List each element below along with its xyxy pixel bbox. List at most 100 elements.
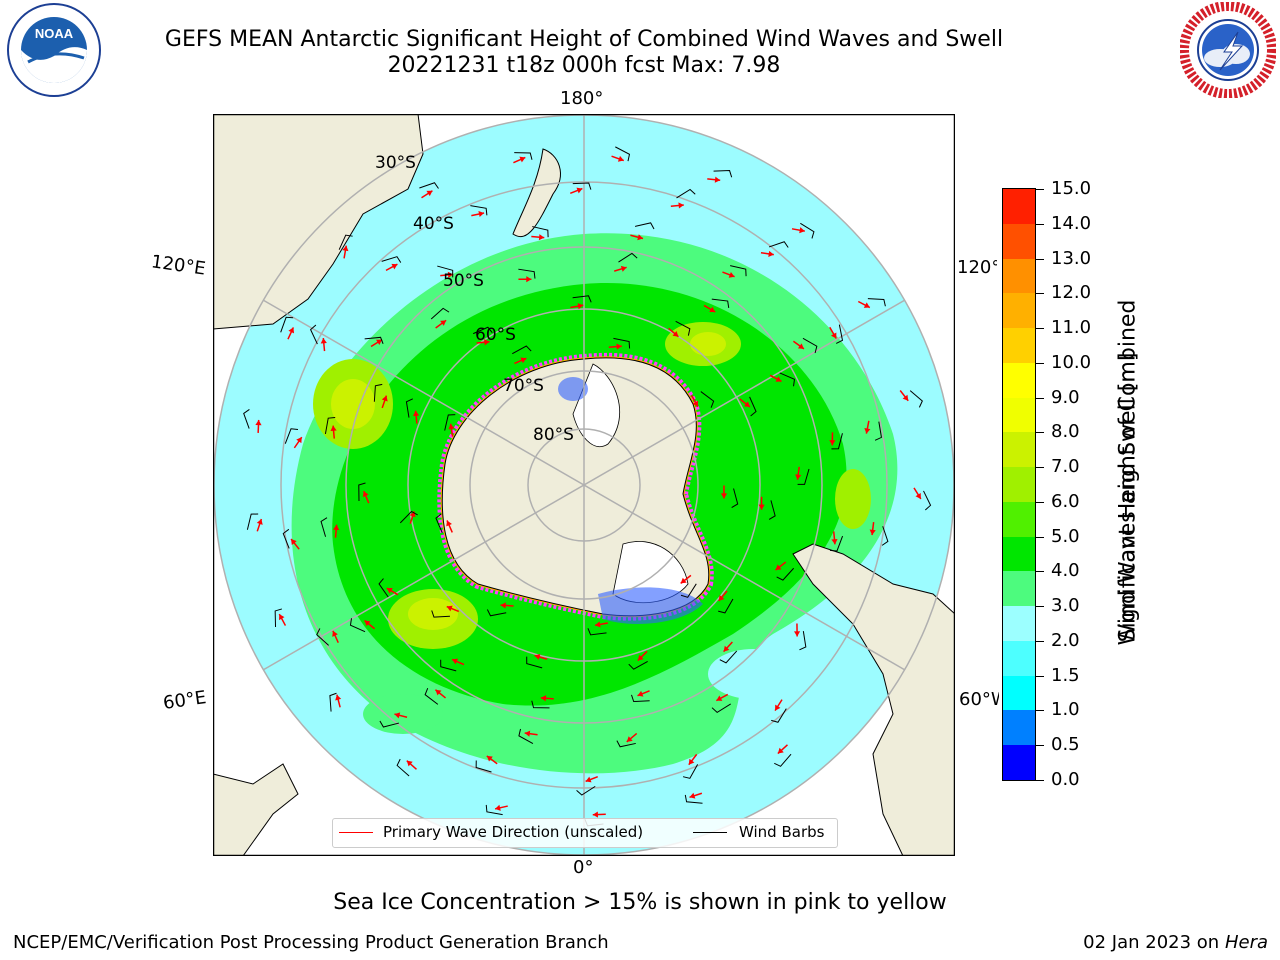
wave-arrowhead	[320, 338, 327, 344]
wind-barb	[909, 390, 923, 408]
wave-arrowhead	[440, 320, 447, 326]
wind-barb	[518, 728, 534, 745]
wind-barb	[631, 694, 650, 703]
colorbar-tick	[1036, 189, 1044, 190]
wave-direction-swatch	[339, 832, 373, 833]
wave-arrowhead	[692, 400, 699, 407]
wind-barb	[730, 265, 747, 277]
wind-barb-label: Wind Barbs	[739, 823, 825, 841]
colorbar-tick	[1036, 293, 1044, 295]
wave-arrowhead	[758, 504, 765, 510]
wave-arrowhead	[902, 394, 909, 401]
wind-barb	[779, 372, 796, 387]
wind-barb	[680, 583, 697, 598]
colorbar-tick	[1036, 675, 1044, 677]
wind-barb	[618, 252, 638, 263]
wave-arrowhead	[296, 437, 302, 444]
wave-arrowhead	[718, 595, 725, 601]
wind-barb	[713, 170, 733, 178]
wind-barb	[280, 316, 294, 333]
wave-arrowhead	[795, 474, 802, 480]
wind-barb	[675, 320, 691, 336]
wind-barb	[768, 500, 776, 520]
wind-barb	[246, 513, 259, 530]
colorbar-segment	[1003, 188, 1035, 224]
wind-barb	[676, 188, 696, 199]
wind-barb	[424, 687, 439, 705]
chart-title: GEFS MEAN Antarctic Significant Height o…	[164, 27, 1004, 52]
wind-barb	[512, 345, 532, 355]
colorbar-tick-label: 9.0	[1051, 386, 1080, 408]
wind-barb	[282, 528, 290, 549]
wind-barbs	[243, 146, 932, 827]
wave-arrowhead	[435, 689, 442, 696]
wave-arrowhead	[775, 376, 782, 382]
wave-arrowhead	[793, 631, 801, 637]
wind-barb	[373, 383, 383, 402]
wave-arrowhead	[288, 327, 295, 334]
colorbar-tick	[1036, 640, 1044, 642]
lon-label-60e: 60°E	[161, 687, 208, 714]
wave-arrowhead	[520, 357, 527, 364]
noaa-logo: NOAA	[7, 3, 101, 97]
wave-arrowhead	[775, 704, 781, 711]
colorbar-tick	[1036, 536, 1044, 538]
wind-barb	[731, 488, 739, 508]
wave-arrowhead	[595, 621, 601, 628]
colorbar-tick-label: 13.0	[1051, 247, 1092, 269]
wave-arrowhead	[716, 695, 723, 701]
wind-barb	[440, 659, 457, 672]
colorbar-tick-label: 10.0	[1051, 351, 1092, 373]
wave-arrowhead	[386, 588, 393, 594]
wind-barb	[379, 720, 400, 728]
wave-arrowhead	[617, 155, 624, 162]
colorbar-tick	[1036, 432, 1044, 434]
colorbar-tick-label: 3.0	[1051, 595, 1080, 617]
sea-ice-note: Sea Ice Concentration > 15% is shown in …	[333, 890, 947, 915]
wave-arrowhead	[637, 654, 644, 661]
colorbar-tick	[1036, 501, 1044, 503]
wave-arrowhead	[406, 760, 413, 767]
wind-barb	[768, 241, 789, 248]
lat-label-80: 80°S	[533, 425, 574, 445]
colorbar-tick	[1036, 467, 1044, 469]
nws-logo	[1180, 2, 1276, 98]
colorbar-title-line2: Wind Waves and Swell [m]	[1115, 352, 1141, 646]
lon-label-0: 0°	[573, 857, 594, 878]
lat-label-30: 30°S	[375, 153, 416, 173]
wave-arrowhead	[452, 658, 459, 665]
wave-arrowhead	[869, 529, 876, 536]
wave-direction-arrows	[255, 155, 922, 818]
wave-arrowhead	[448, 423, 455, 430]
wave-arrowhead	[688, 758, 695, 765]
colorbar-segment	[1003, 710, 1035, 746]
wind-barb	[444, 414, 456, 431]
wave-arrowhead	[255, 419, 262, 426]
polar-map: 30°S 40°S 50°S 60°S 70°S 80°S	[213, 114, 955, 856]
wind-barb	[349, 618, 366, 633]
wind-barb-swatch	[693, 832, 727, 833]
wave-arrowhead	[744, 401, 750, 407]
wave-arrowhead	[446, 605, 453, 612]
chart-subtitle: 20221231 t18z 000h fcst Max: 7.98	[387, 53, 781, 78]
wave-arrowhead	[426, 190, 433, 197]
wave-direction-label: Primary Wave Direction (unscaled)	[383, 823, 644, 841]
wind-barb	[572, 295, 592, 303]
wave-arrowhead	[519, 156, 526, 163]
colorbar-segment	[1003, 675, 1035, 711]
wave-arrowhead	[478, 210, 485, 218]
lat-label-60: 60°S	[475, 325, 516, 345]
wave-arrowhead	[799, 227, 805, 234]
colorbar-segment	[1003, 570, 1035, 607]
wave-arrowhead	[362, 491, 369, 498]
wave-arrowhead	[534, 653, 541, 660]
wind-barb	[711, 703, 731, 714]
wave-arrowhead	[714, 176, 721, 183]
wind-barb	[874, 421, 882, 441]
wind-barb	[378, 578, 389, 598]
wind-barb	[324, 417, 336, 435]
wind-barb	[628, 661, 648, 670]
map-frame	[213, 114, 955, 856]
wave-arrowhead	[680, 577, 687, 584]
wind-barb	[316, 628, 329, 646]
